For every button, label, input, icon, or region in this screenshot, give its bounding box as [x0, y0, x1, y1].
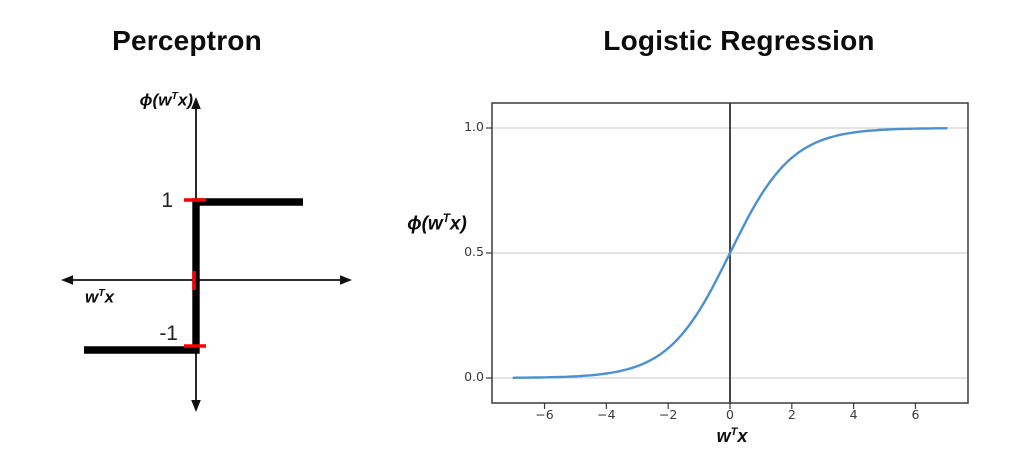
xtick-label-0: 0 [726, 407, 734, 422]
ytick-label-05: 0.5 [464, 244, 484, 259]
ytick-label-0: 0.0 [464, 369, 484, 384]
perceptron-title: Perceptron [112, 25, 262, 56]
ylabel-close: ) [460, 213, 467, 235]
ylabel-sup-t: T [442, 212, 450, 225]
xtick-label-2: 2 [787, 407, 796, 422]
ylabel-phi: ϕ( [407, 213, 428, 235]
arrow-down-icon [191, 400, 201, 412]
ylabel-sup-t: T [171, 90, 178, 102]
sigmoid-curve [512, 126, 948, 379]
ylabel-phi: ϕ( [139, 90, 159, 110]
step-function-curve [84, 198, 303, 354]
arrow-left-icon [61, 275, 73, 285]
ylabel-x: x [449, 213, 461, 235]
xlabel-x: x [104, 287, 115, 307]
logistic-xlabel: wTx [697, 426, 767, 447]
xlabel-w: w [85, 287, 99, 307]
xtick-label-neg2: −2 [658, 407, 678, 422]
logistic-title: Logistic Regression [603, 25, 875, 56]
xlabel-sup-t: T [98, 287, 105, 299]
ylabel-x: x [177, 90, 188, 110]
perceptron-ylabel: ϕ(wTx) [95, 90, 193, 111]
perceptron-tick-label-one: 1 [161, 189, 173, 212]
logistic-ylabel: ϕ(wTx) [398, 212, 476, 235]
ytick-label-1: 1.0 [464, 119, 484, 134]
xtick-label-6: 6 [911, 407, 920, 422]
arrow-right-icon [340, 275, 352, 285]
perceptron-xlabel: wTx [85, 287, 125, 308]
xlabel-sup-t: T [730, 426, 738, 438]
xlabel-w: w [716, 426, 731, 446]
perceptron-tick-label-minus-one: -1 [159, 322, 178, 345]
xlabel-x: x [737, 426, 748, 446]
ylabel-close: ) [187, 90, 193, 110]
xtick-label-neg4: −4 [597, 407, 616, 422]
xtick-label-neg6: −6 [535, 407, 554, 422]
ylabel-w: w [427, 213, 443, 235]
arrow-up-icon [191, 97, 201, 109]
ylabel-w: w [158, 90, 172, 110]
xtick-label-4: 4 [849, 407, 858, 422]
